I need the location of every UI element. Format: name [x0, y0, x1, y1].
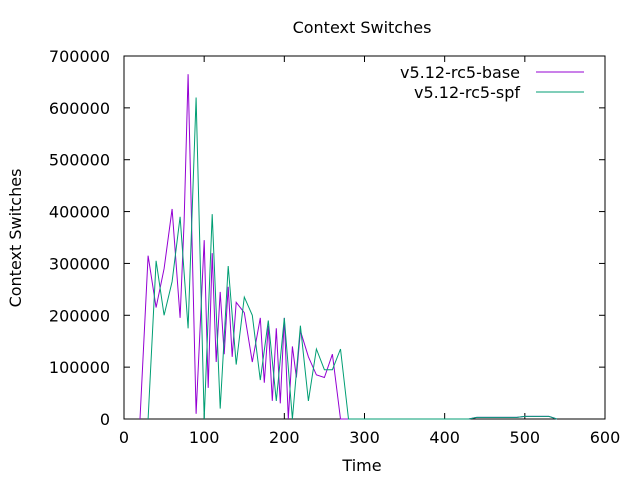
series-line-1 [147, 97, 558, 420]
chart-title: Context Switches [293, 18, 432, 37]
x-tick-label: 600 [590, 428, 621, 447]
x-tick-label: 300 [349, 428, 380, 447]
x-tick-label: 400 [429, 428, 460, 447]
y-tick-label: 700000 [49, 47, 110, 66]
legend-label-1: v5.12-rc5-spf [414, 83, 520, 102]
series-layer [139, 74, 558, 420]
x-tick-label: 0 [119, 428, 129, 447]
y-tick-label: 300000 [49, 254, 110, 273]
x-tick-label: 500 [510, 428, 541, 447]
y-tick-label: 0 [100, 410, 110, 429]
y-tick-label: 100000 [49, 358, 110, 377]
y-axis-label: Context Switches [6, 169, 25, 308]
y-tick-label: 600000 [49, 99, 110, 118]
y-tick-label: 400000 [49, 203, 110, 222]
x-axis-label: Time [341, 456, 381, 475]
axes: 0 100 200 300 400 500 600 0 100000 200000 300000 40… [49, 47, 620, 447]
legend-label-0: v5.12-rc5-base [400, 63, 520, 82]
y-tick-label: 200000 [49, 306, 110, 325]
x-tick-label: 200 [269, 428, 300, 447]
y-tick-label: 500000 [49, 151, 110, 170]
x-tick-label: 100 [189, 428, 220, 447]
